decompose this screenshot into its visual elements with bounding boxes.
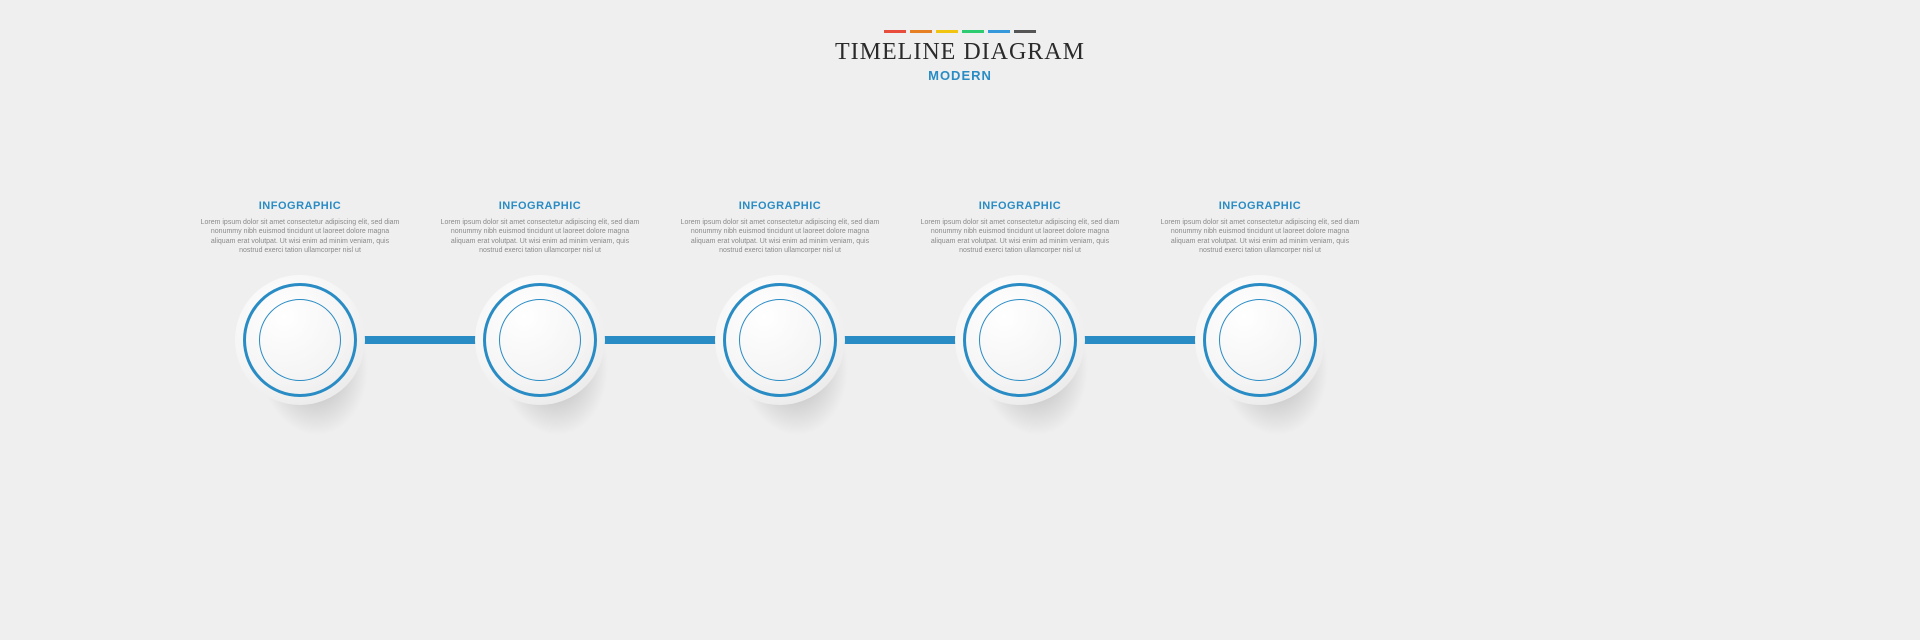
node-ring-inner — [259, 299, 341, 381]
page-title: TIMELINE DIAGRAM — [835, 39, 1085, 66]
accent-bar — [884, 30, 906, 33]
timeline-step: INFOGRAPHIC Lorem ipsum dolor sit amet c… — [1160, 200, 1360, 256]
node-ring-inner — [1219, 299, 1301, 381]
step-body: Lorem ipsum dolor sit amet consectetur a… — [920, 218, 1120, 256]
header: TIMELINE DIAGRAM MODERN — [835, 30, 1085, 83]
step-heading: INFOGRAPHIC — [1160, 200, 1360, 212]
timeline-step: INFOGRAPHIC Lorem ipsum dolor sit amet c… — [680, 200, 880, 256]
step-heading: INFOGRAPHIC — [200, 200, 400, 212]
timeline-step: INFOGRAPHIC Lorem ipsum dolor sit amet c… — [440, 200, 640, 256]
step-heading: INFOGRAPHIC — [920, 200, 1120, 212]
node-ring-inner — [739, 299, 821, 381]
timeline: INFOGRAPHIC Lorem ipsum dolor sit amet c… — [0, 200, 1920, 500]
step-heading: INFOGRAPHIC — [440, 200, 640, 212]
accent-bar — [988, 30, 1010, 33]
timeline-node — [235, 275, 365, 405]
accent-bar — [910, 30, 932, 33]
page-subtitle: MODERN — [835, 68, 1085, 83]
step-body: Lorem ipsum dolor sit amet consectetur a… — [200, 218, 400, 256]
accent-bar — [962, 30, 984, 33]
accent-bar — [1014, 30, 1036, 33]
step-body: Lorem ipsum dolor sit amet consectetur a… — [680, 218, 880, 256]
step-body: Lorem ipsum dolor sit amet consectetur a… — [440, 218, 640, 256]
node-ring-inner — [979, 299, 1061, 381]
timeline-node — [475, 275, 605, 405]
accent-bar — [936, 30, 958, 33]
timeline-step: INFOGRAPHIC Lorem ipsum dolor sit amet c… — [920, 200, 1120, 256]
node-ring-inner — [499, 299, 581, 381]
step-heading: INFOGRAPHIC — [680, 200, 880, 212]
timeline-node — [955, 275, 1085, 405]
step-body: Lorem ipsum dolor sit amet consectetur a… — [1160, 218, 1360, 256]
timeline-step: INFOGRAPHIC Lorem ipsum dolor sit amet c… — [200, 200, 400, 256]
timeline-node — [1195, 275, 1325, 405]
timeline-node — [715, 275, 845, 405]
accent-bars — [835, 30, 1085, 33]
